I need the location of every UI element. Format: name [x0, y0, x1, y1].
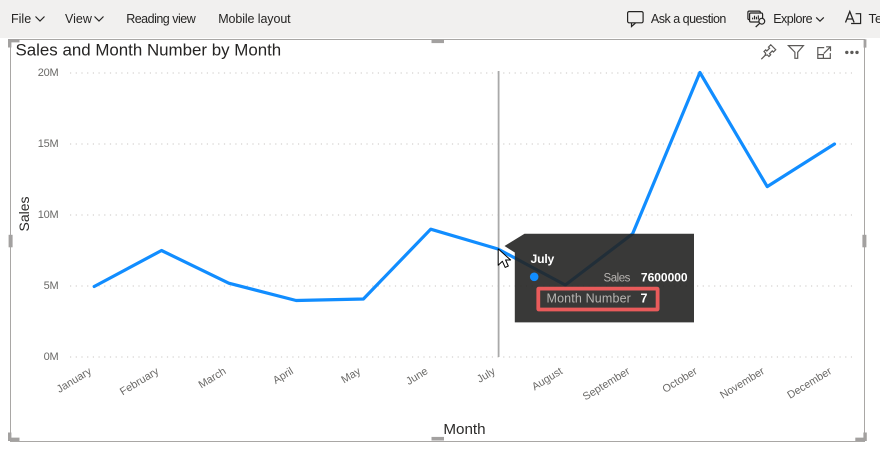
svg-text:Sales: Sales: [16, 196, 32, 231]
svg-text:July: July: [531, 252, 555, 266]
svg-text:15M: 15M: [38, 138, 59, 150]
svg-text:May: May: [339, 365, 363, 386]
svg-text:Sales: Sales: [603, 273, 630, 285]
svg-text:July: July: [475, 365, 498, 386]
svg-text:August: August: [530, 365, 565, 393]
svg-text:February: February: [118, 365, 162, 398]
svg-text:7: 7: [641, 291, 648, 305]
svg-text:20M: 20M: [38, 67, 59, 79]
svg-text:5M: 5M: [44, 280, 59, 292]
svg-text:10M: 10M: [38, 209, 59, 221]
svg-text:March: March: [197, 365, 229, 391]
svg-text:April: April: [271, 365, 296, 387]
svg-text:January: January: [55, 365, 95, 396]
svg-text:0M: 0M: [44, 351, 59, 363]
svg-text:September: September: [581, 365, 633, 403]
svg-text:June: June: [404, 365, 430, 387]
svg-text:November: November: [718, 365, 767, 401]
svg-text:Month: Month: [443, 421, 485, 438]
svg-text:December: December: [785, 365, 834, 401]
svg-text:Month Number: Month Number: [547, 291, 631, 305]
svg-text:7600000: 7600000: [641, 271, 688, 285]
svg-text:October: October: [660, 365, 699, 396]
svg-text:Sales and Month Number by Mont: Sales and Month Number by Month: [16, 41, 282, 60]
